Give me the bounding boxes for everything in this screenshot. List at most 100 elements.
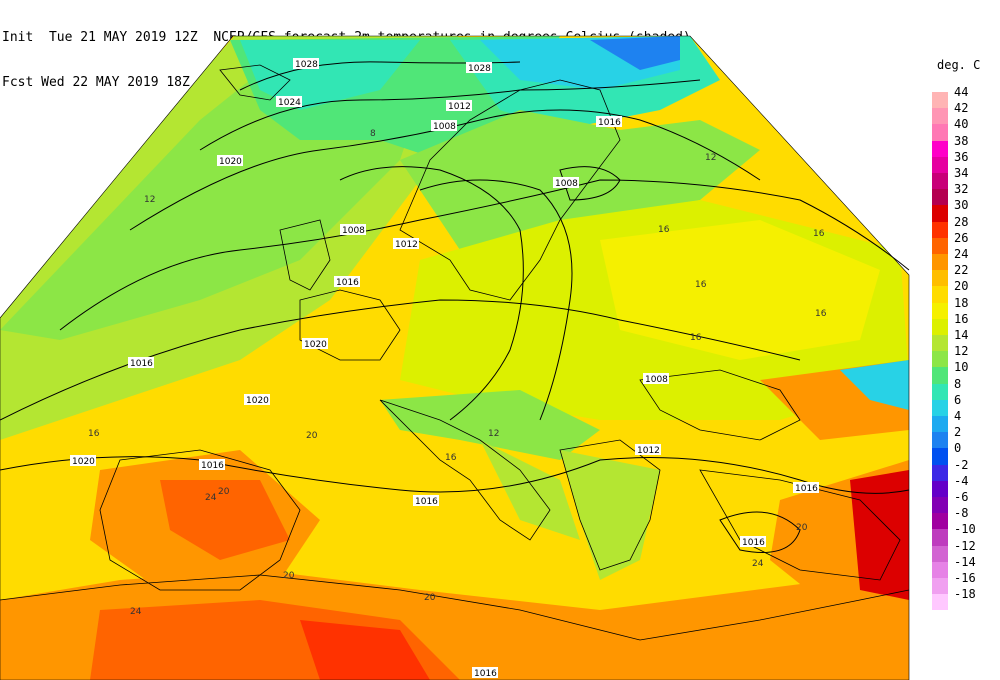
svg-text:1008: 1008 <box>342 226 365 236</box>
legend-label: 6 <box>954 392 962 407</box>
legend-label: 32 <box>954 182 969 197</box>
isobar-label: 1016 <box>740 536 766 548</box>
temp-label: 24 <box>205 493 217 503</box>
legend-swatch <box>932 497 948 514</box>
legend-swatch <box>932 205 948 222</box>
legend-swatch <box>932 189 948 206</box>
legend-label: 10 <box>954 360 969 375</box>
svg-text:1016: 1016 <box>474 669 497 679</box>
svg-text:1016: 1016 <box>201 461 224 471</box>
temp-label: 16 <box>445 453 457 463</box>
legend-label: -16 <box>954 571 976 585</box>
isobar-label: 1020 <box>302 338 328 350</box>
temp-label: 20 <box>283 571 295 581</box>
isobar-label: 1016 <box>793 482 819 494</box>
temp-label: 16 <box>815 309 827 319</box>
legend-label: 14 <box>954 328 969 342</box>
temp-label: 20 <box>796 523 808 533</box>
temp-label: 8 <box>370 129 376 139</box>
isobar-label: 1008 <box>431 120 457 132</box>
legend-swatch <box>932 270 948 287</box>
legend-swatch <box>932 480 948 497</box>
legend-swatch <box>932 286 948 303</box>
isobar-label: 1012 <box>635 444 661 456</box>
legend-swatch <box>932 464 948 481</box>
svg-text:1016: 1016 <box>130 359 153 369</box>
temp-label: 12 <box>144 195 155 205</box>
svg-text:1024: 1024 <box>278 98 301 108</box>
svg-text:1016: 1016 <box>415 497 438 507</box>
temp-label: 12 <box>488 429 499 439</box>
isobar-label: 1020 <box>70 455 96 467</box>
legend-label: -18 <box>954 587 976 602</box>
legend-swatch <box>932 140 948 157</box>
legend-swatch <box>932 124 948 141</box>
svg-text:1016: 1016 <box>598 118 621 128</box>
legend-label: 26 <box>954 230 969 245</box>
isobar-label: 1012 <box>393 238 419 250</box>
legend-swatch <box>932 254 948 271</box>
legend-swatch <box>932 237 948 254</box>
svg-text:1016: 1016 <box>795 484 818 494</box>
legend-label: 42 <box>954 101 969 116</box>
legend-label: 34 <box>954 166 969 180</box>
legend-swatch <box>932 156 948 173</box>
isobar-label: 1016 <box>596 116 622 128</box>
svg-text:1012: 1012 <box>448 102 471 112</box>
legend-label: 44 <box>954 85 969 99</box>
isobar-label: 1028 <box>293 58 319 70</box>
legend-label: 2 <box>954 425 962 440</box>
isobar-label: 1024 <box>276 96 302 108</box>
isobar-label: 1008 <box>340 224 366 236</box>
legend-swatch <box>932 529 948 546</box>
legend-swatch <box>932 108 948 125</box>
legend-label: 0 <box>954 441 962 456</box>
legend-swatch <box>932 302 948 319</box>
isobars <box>0 61 910 553</box>
temp-label: 20 <box>306 431 318 441</box>
legend-label: 8 <box>954 376 962 391</box>
legend-swatch <box>932 221 948 238</box>
legend-swatch <box>932 594 948 611</box>
svg-text:1028: 1028 <box>468 64 491 74</box>
svg-text:1020: 1020 <box>72 457 95 467</box>
svg-text:1016: 1016 <box>336 278 359 288</box>
isobar-label: 1016 <box>472 667 498 679</box>
legend-swatch <box>932 432 948 449</box>
isobar-label: 1008 <box>553 177 579 189</box>
isobar-label: 1016 <box>128 357 154 369</box>
legend-swatch <box>932 513 948 530</box>
svg-text:1012: 1012 <box>395 240 418 250</box>
isobar-label: 1016 <box>199 459 225 471</box>
isobar-label: 1020 <box>244 394 270 406</box>
legend-swatch <box>932 383 948 400</box>
map-boundary <box>0 35 910 680</box>
temp-label: 24 <box>130 607 142 617</box>
isobar-labels: 1028 1024 1020 1016 1012 1008 1028 1016 … <box>70 58 819 679</box>
svg-text:1012: 1012 <box>637 446 660 456</box>
legend-swatch <box>932 367 948 384</box>
temp-label: 12 <box>705 153 716 163</box>
legend-label: -4 <box>954 473 969 488</box>
legend-swatch <box>932 399 948 416</box>
isobar-label: 1012 <box>446 100 472 112</box>
legend-swatch <box>932 335 948 352</box>
legend-swatch <box>932 351 948 368</box>
legend-label: 16 <box>954 311 969 326</box>
legend-label: -10 <box>954 522 976 537</box>
svg-text:1020: 1020 <box>219 157 242 167</box>
legend-label: 12 <box>954 344 969 359</box>
legend-swatch <box>932 416 948 433</box>
svg-text:1008: 1008 <box>645 375 668 385</box>
legend-swatch <box>932 561 948 578</box>
legend-label: 40 <box>954 117 969 132</box>
legend-label: 24 <box>954 247 969 261</box>
legend-label: 38 <box>954 133 969 148</box>
legend-swatch <box>932 578 948 595</box>
isobar-label: 1028 <box>466 62 492 74</box>
isobar-label: 1020 <box>217 155 243 167</box>
legend-label: -14 <box>954 554 976 569</box>
svg-text:1008: 1008 <box>555 179 578 189</box>
temp-label: 16 <box>695 280 707 290</box>
